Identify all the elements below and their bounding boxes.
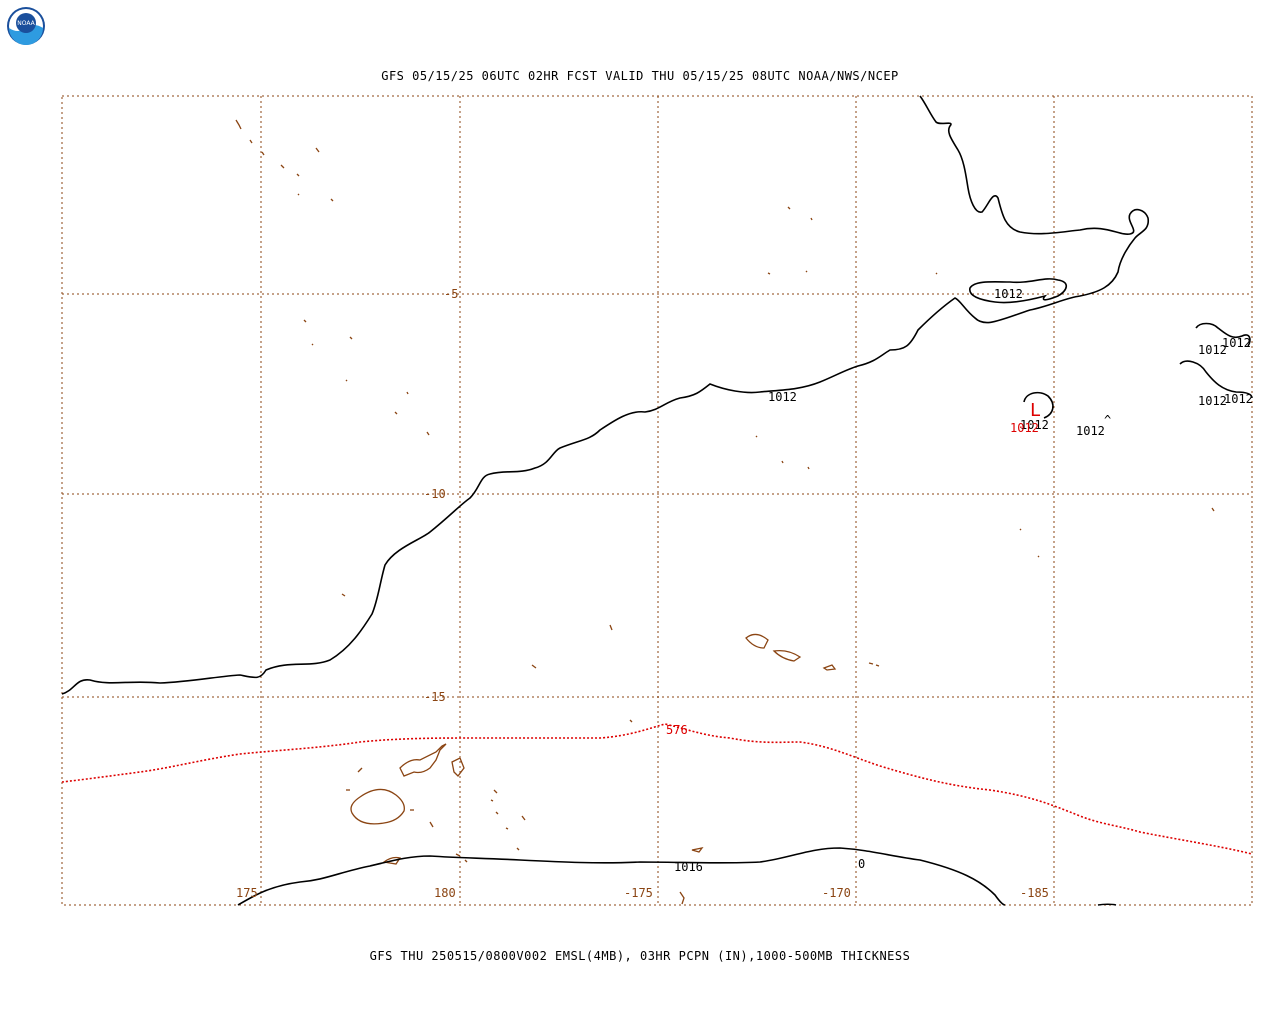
thickness-labels: 576 1012 L <box>666 400 1041 737</box>
isobar-label: 1012 <box>1224 392 1253 406</box>
lon-label-neg185: -185 <box>1020 886 1049 900</box>
coastlines <box>235 119 1215 905</box>
lon-label-175: 175 <box>236 886 258 900</box>
isobar-label: 1012 <box>1020 418 1049 432</box>
grid-lines <box>61 95 1253 906</box>
grid-labels: -5 -10 -15 175 180 -175 -170 -185 <box>236 287 1049 900</box>
thickness-label-576: 576 <box>666 723 688 737</box>
lat-label-neg5: -5 <box>444 287 458 301</box>
isobar-1016 <box>237 847 1006 906</box>
lat-label-neg10: -10 <box>424 487 446 501</box>
isobar-label: 1012 <box>994 287 1023 301</box>
lon-label-neg175: -175 <box>624 886 653 900</box>
isobar-1012-loop <box>969 278 1068 304</box>
noaa-logo: NOAA <box>7 7 45 45</box>
map-title: GFS 05/15/25 06UTC 02HR FCST VALID THU 0… <box>381 69 899 83</box>
thickness-line <box>61 723 1253 855</box>
isobar-label: 1012 <box>768 390 797 404</box>
isobar-label: 1012 <box>1198 394 1227 408</box>
low-pressure-symbol: L <box>1030 400 1041 421</box>
lon-label-180: 180 <box>434 886 456 900</box>
lat-label-neg15: -15 <box>424 690 446 704</box>
isobar-1012-main <box>61 95 1150 695</box>
isobar-label: 1012 <box>1076 424 1105 438</box>
isobar-label: ^ <box>1104 413 1111 427</box>
isobar-1012-low <box>1023 391 1054 419</box>
isobar-label: 1012 <box>1222 336 1251 350</box>
isobar-label: 0 <box>858 857 865 871</box>
map-caption: GFS THU 250515/0800V002 EMSL(4MB), 03HR … <box>369 949 911 963</box>
thickness-label: 1012 <box>1010 421 1039 435</box>
lon-label-neg170: -170 <box>822 886 851 900</box>
isobar-label: 1012 <box>1198 343 1227 357</box>
thickness-576 <box>61 723 1253 855</box>
isobar-1012-east-b <box>1179 360 1253 399</box>
isobar-label-1016: 1016 <box>674 860 703 874</box>
logo-text: NOAA <box>17 20 35 27</box>
isobar-1012-east-a <box>1195 322 1251 347</box>
isobars <box>61 95 1253 906</box>
isobar-labels: 1012 1012 1012 1012 1012 1012 1012 1012 … <box>674 287 1253 874</box>
